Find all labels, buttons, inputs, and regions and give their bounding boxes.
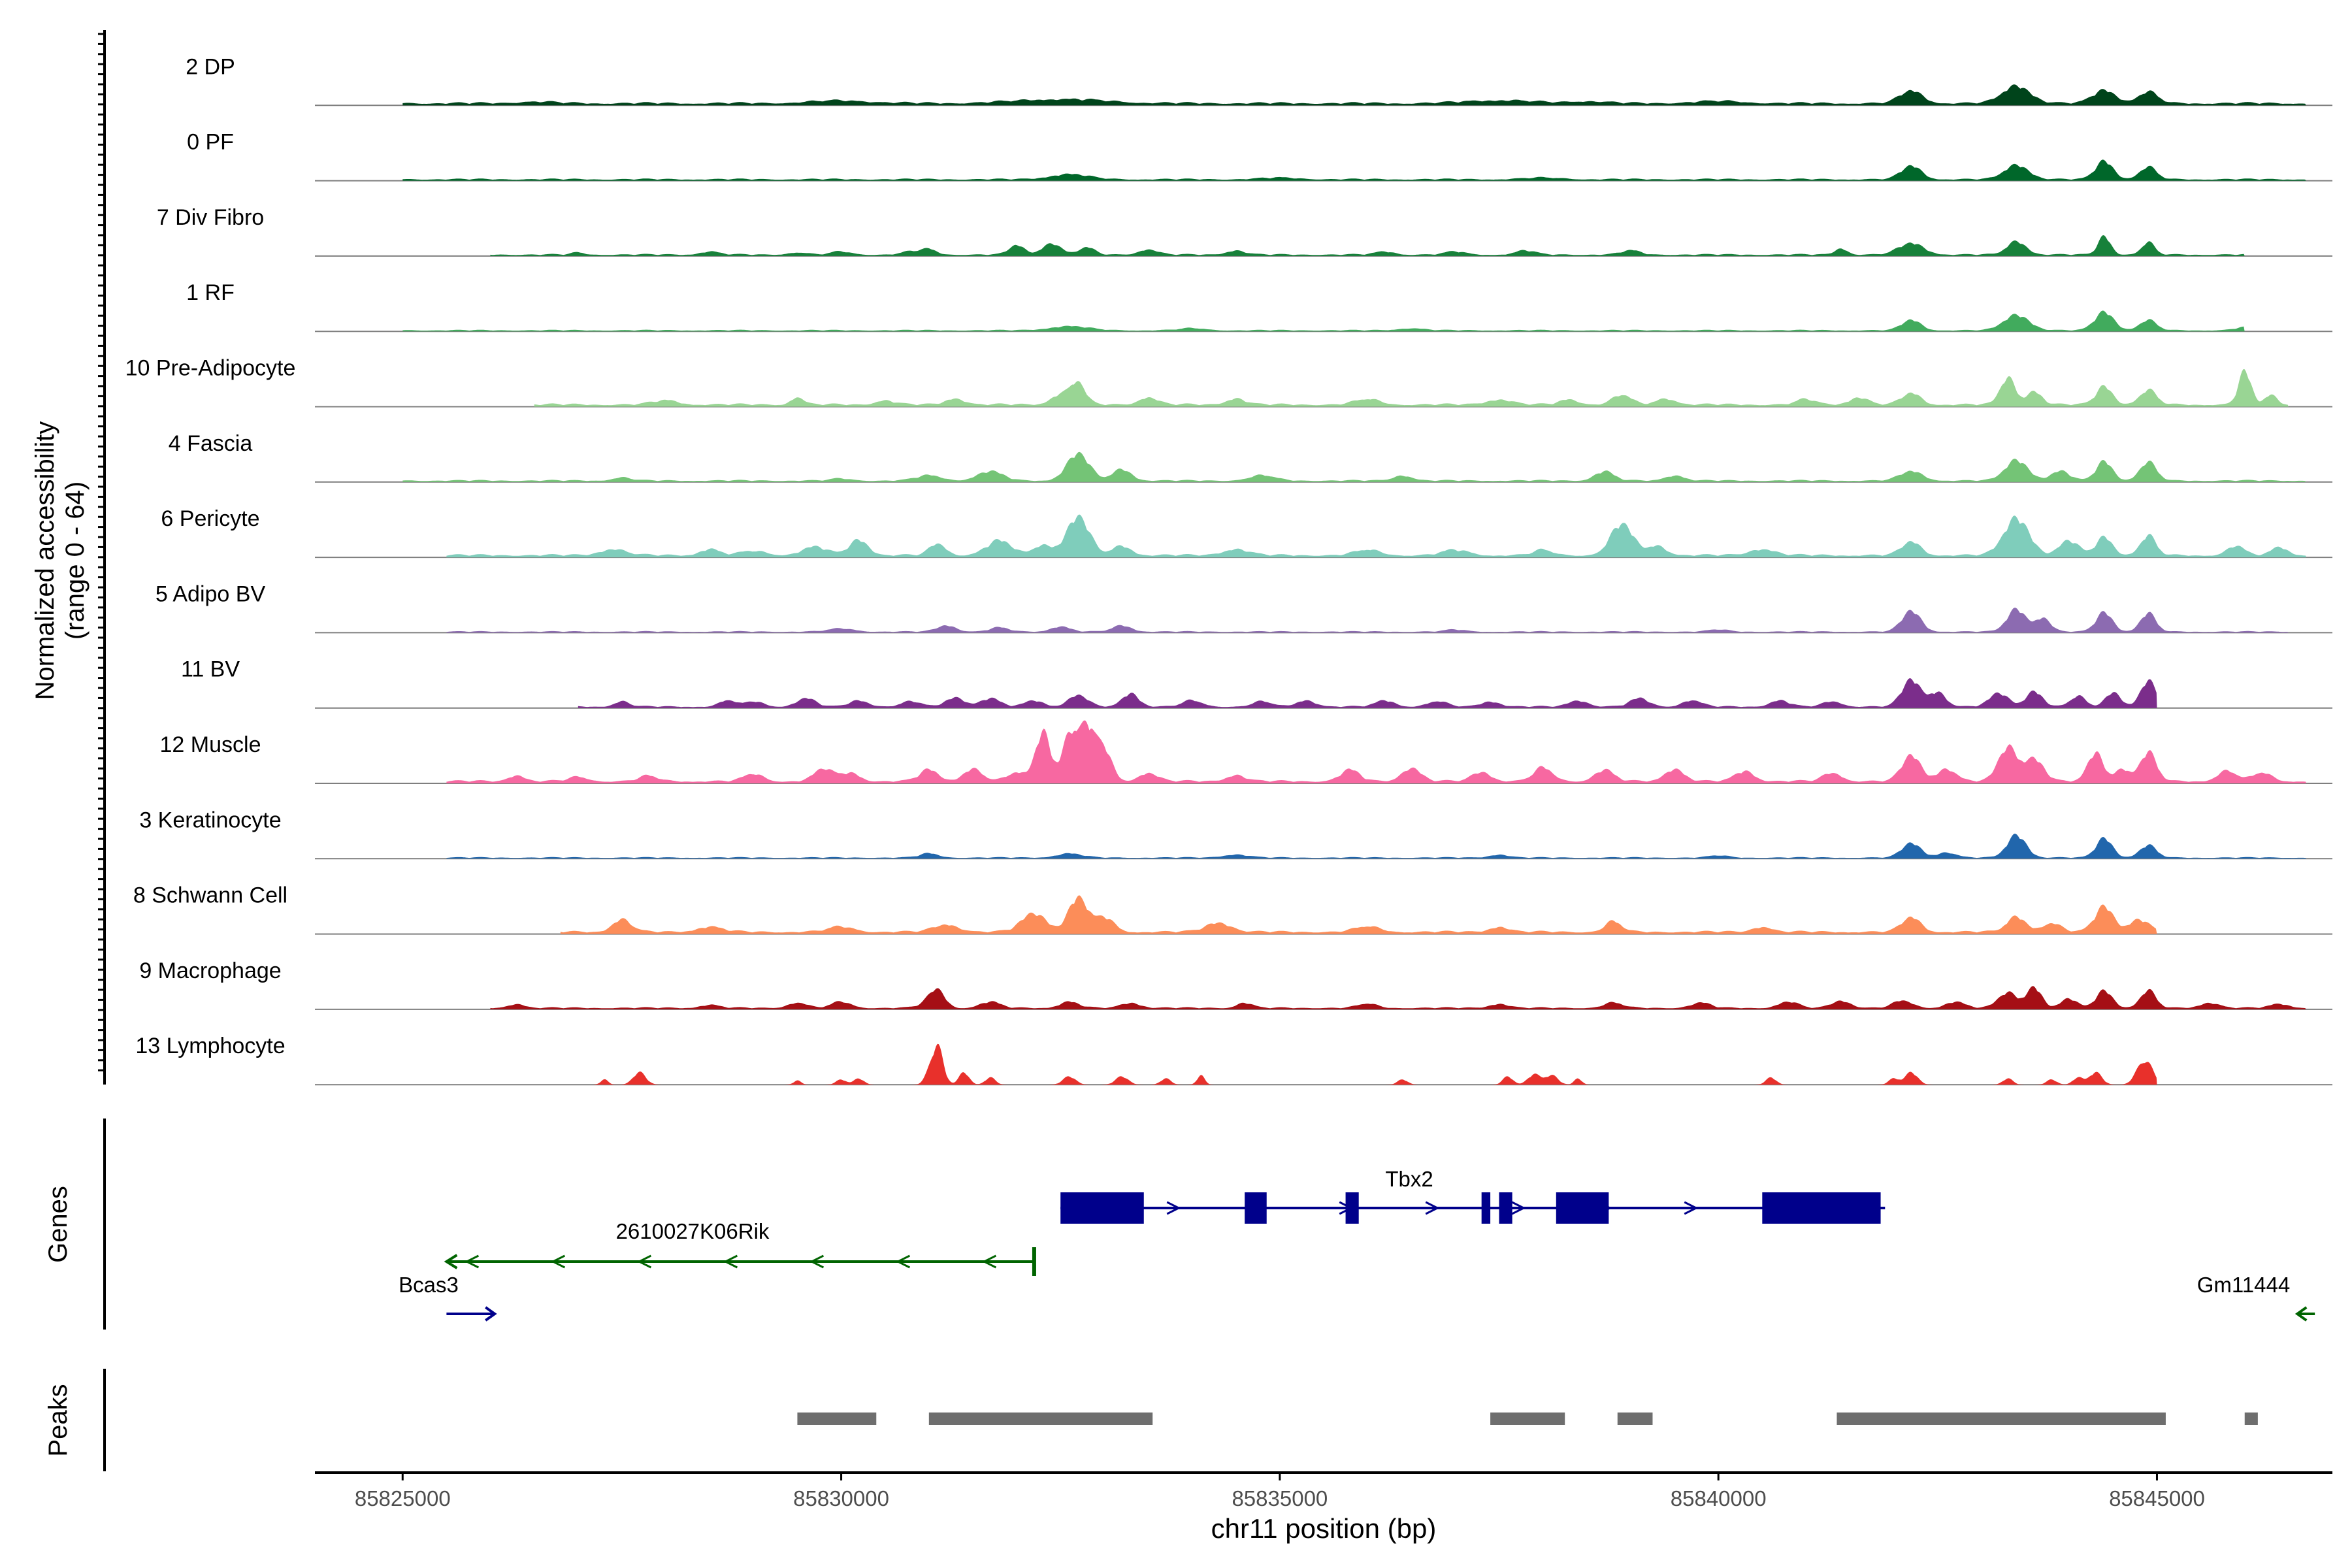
peak-region — [797, 1413, 877, 1425]
coverage-area — [446, 514, 2306, 558]
coverage-area — [446, 608, 2289, 633]
coverage-area — [578, 1043, 2157, 1085]
coverage-y-axis-label-line2: (range 0 - 64) — [61, 482, 90, 640]
track-7-div-fibro: 7 Div Fibro — [157, 205, 2332, 257]
gene-2610027k06rik: 2610027K06Rik — [444, 1219, 1036, 1276]
exon — [1245, 1192, 1267, 1224]
track-label: 8 Schwann Cell — [133, 883, 287, 908]
track-label: 10 Pre-Adipocyte — [125, 356, 296, 381]
strand-chevron — [1684, 1201, 1699, 1215]
exon — [1481, 1192, 1491, 1224]
coverage-tracks: 2 DP 0 PF 7 Div Fibro 1 RF 10 Pre-Adipocyte 4… — [125, 54, 2332, 1086]
track-1-rf: 1 RF — [186, 280, 2332, 333]
gene-bcas3: Bcas3 — [399, 1273, 497, 1322]
exon — [1556, 1192, 1609, 1224]
track-12-muscle: 12 Muscle — [160, 720, 2332, 784]
track-9-macrophage: 9 Macrophage — [139, 958, 2332, 1010]
coverage-area — [402, 84, 2306, 106]
genes-panel-label: Genes — [44, 1186, 73, 1263]
strand-arrowhead — [2295, 1306, 2308, 1322]
coverage-y-ticks — [98, 33, 105, 1071]
strand-chevron — [1425, 1201, 1440, 1215]
peak-region — [1837, 1413, 2166, 1425]
x-tick-label: 85830000 — [793, 1486, 889, 1511]
coverage-area — [490, 986, 2306, 1009]
strand-chevron — [637, 1254, 652, 1269]
coverage-area — [490, 235, 2245, 256]
peak-region — [2244, 1413, 2258, 1425]
strand-arrowhead — [485, 1306, 497, 1322]
gene-label: Bcas3 — [399, 1273, 459, 1297]
coverage-area — [402, 451, 2306, 482]
coverage-area — [446, 720, 2306, 783]
gene-gm11444: Gm11444 — [2197, 1273, 2315, 1322]
coverage-area — [578, 678, 2157, 708]
x-ticks: 85825000 85830000 85835000 85840000 85845000 — [355, 1473, 2205, 1511]
strand-chevron — [1511, 1201, 1526, 1215]
strand-chevron — [723, 1254, 738, 1269]
coverage-area — [446, 834, 2306, 859]
track-10-pre-adipocyte: 10 Pre-Adipocyte — [125, 356, 2332, 408]
track-8-schwann-cell: 8 Schwann Cell — [133, 883, 2332, 935]
track-label: 1 RF — [186, 280, 235, 305]
x-axis-label: chr11 position (bp) — [1211, 1513, 1437, 1544]
track-label: 11 BV — [181, 657, 240, 682]
peaks-panel: Peaks — [44, 1369, 2258, 1471]
coverage-panel: Normalized accessibility (range 0 - 64) … — [31, 30, 2332, 1086]
track-3-keratinocyte: 3 Keratinocyte — [139, 808, 2332, 860]
exon — [1499, 1192, 1512, 1224]
track-label: 2 DP — [186, 54, 235, 79]
track-label: 0 PF — [187, 130, 234, 155]
track-2-dp: 2 DP — [186, 54, 2332, 106]
coverage-area — [402, 310, 2245, 332]
exon — [1060, 1192, 1144, 1224]
strand-arrowhead — [444, 1254, 458, 1269]
peaks-panel-label: Peaks — [44, 1384, 73, 1456]
peak-regions — [797, 1413, 2258, 1425]
track-13-lymphocyte: 13 Lymphocyte — [135, 1034, 2332, 1086]
coverage-y-axis-label-line1: Normalized accessibility — [31, 421, 59, 700]
coverage-area — [402, 159, 2306, 181]
track-label: 7 Div Fibro — [157, 205, 264, 230]
x-tick-label: 85840000 — [1671, 1486, 1767, 1511]
track-0-pf: 0 PF — [187, 130, 2332, 182]
track-6-pericyte: 6 Pericyte — [161, 506, 2332, 559]
peak-region — [1617, 1413, 1653, 1425]
strand-chevron — [465, 1254, 480, 1269]
strand-chevron — [551, 1254, 566, 1269]
strand-chevron — [896, 1254, 911, 1269]
x-axis: 85825000 85830000 85835000 85840000 85845000… — [315, 1471, 2332, 1544]
x-tick-label: 85835000 — [1232, 1486, 1328, 1511]
track-11-bv: 11 BV — [181, 657, 2332, 709]
peak-region — [1490, 1413, 1565, 1425]
gene-models: Tbx2 2610027K06Rik Bcas3 Gm11444 — [399, 1167, 2315, 1322]
gene-label: Gm11444 — [2197, 1273, 2290, 1297]
gene-tbx2: Tbx2 — [1060, 1167, 1886, 1224]
gene-label: 2610027K06Rik — [616, 1219, 770, 1243]
track-label: 13 Lymphocyte — [135, 1034, 285, 1058]
strand-chevron — [1166, 1201, 1181, 1215]
track-label: 12 Muscle — [160, 732, 261, 757]
track-label: 6 Pericyte — [161, 506, 259, 531]
track-label: 5 Adipo BV — [155, 581, 266, 606]
track-4-fascia: 4 Fascia — [169, 431, 2332, 483]
strand-chevron — [809, 1254, 825, 1269]
strand-chevron — [982, 1254, 997, 1269]
peak-region — [928, 1413, 1153, 1425]
gene-label: Tbx2 — [1385, 1167, 1433, 1191]
x-tick-label: 85825000 — [355, 1486, 451, 1511]
track-label: 9 Macrophage — [139, 958, 281, 983]
x-tick-label: 85845000 — [2109, 1486, 2205, 1511]
track-5-adipo-bv: 5 Adipo BV — [155, 581, 2332, 634]
track-label: 4 Fascia — [169, 431, 253, 456]
exon — [1762, 1192, 1881, 1224]
track-label: 3 Keratinocyte — [139, 808, 281, 832]
coverage-area — [534, 369, 2289, 407]
genes-panel: Genes Tbx2 2610027K06Rik Bcas3 Gm11444 — [44, 1119, 2315, 1330]
exon — [1345, 1192, 1359, 1224]
coverage-area — [560, 895, 2157, 934]
